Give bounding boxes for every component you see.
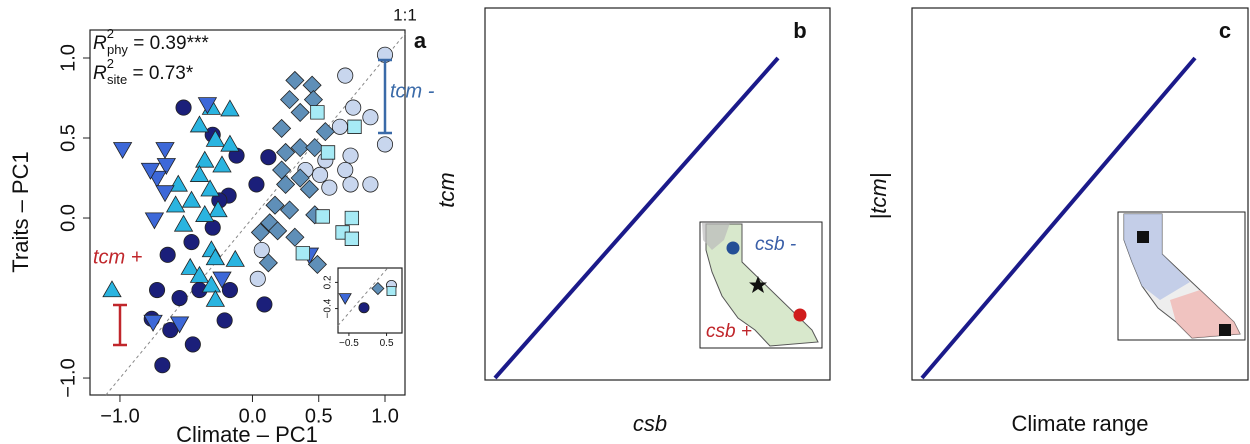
point (345, 211, 359, 225)
point (345, 232, 359, 246)
map-label: csb + (706, 321, 752, 342)
point (377, 137, 392, 152)
x-tick-label: 0.5 (380, 338, 394, 349)
x-tick-label: 1.0 (371, 405, 399, 427)
point (160, 247, 175, 262)
point (172, 290, 187, 305)
point (348, 120, 362, 134)
map-point (1219, 324, 1231, 336)
panel-label: b (793, 18, 806, 43)
y-axis-label: tcm (434, 172, 459, 207)
r2-value: = 0.73* (127, 63, 194, 84)
point (363, 110, 378, 125)
r2-sub: site (107, 72, 127, 87)
point (363, 177, 378, 192)
y-tick-label: −0.4 (323, 298, 334, 318)
point (250, 271, 265, 286)
r2-sup: 2 (107, 56, 114, 71)
panel-c: c Climate range |tcm| (866, 8, 1248, 436)
point (343, 148, 358, 163)
point (311, 106, 325, 120)
figure: Climate – PC1 Traits – PC1 b csb tcm csb… (0, 0, 1250, 444)
point (338, 162, 353, 177)
point (257, 297, 272, 312)
y-tick-label: 0.5 (57, 124, 79, 152)
point (176, 100, 191, 115)
point (185, 337, 200, 352)
x-tick-label: 0.0 (239, 405, 267, 427)
panel-b: b csb tcm csb - csb + (434, 8, 830, 436)
r2-sub: phy (107, 42, 128, 57)
tcm-minus-label: tcm - (390, 80, 435, 102)
y-tick-label: −1.0 (57, 358, 79, 397)
point (338, 68, 353, 83)
panel-label: c (1219, 18, 1231, 43)
x-tick-label: −0.5 (339, 338, 359, 349)
point (149, 282, 164, 297)
y-axis-label: Traits – PC1 (8, 151, 33, 272)
x-tick-label: 0.5 (305, 405, 333, 427)
point (343, 177, 358, 192)
point (217, 313, 232, 328)
point (321, 146, 335, 160)
point (184, 234, 199, 249)
point (205, 220, 220, 235)
point (316, 210, 330, 224)
y-axis-label: |tcm| (866, 173, 891, 220)
point (346, 100, 361, 115)
x-tick-label: −1.0 (100, 405, 139, 427)
r2-value: = 0.39*** (128, 33, 209, 54)
point (322, 180, 337, 195)
point (296, 246, 310, 260)
point (332, 119, 347, 134)
y-tick-label: 0.0 (57, 204, 79, 232)
tcm-plus-label: tcm + (93, 246, 142, 268)
point (155, 358, 170, 373)
point (312, 167, 327, 182)
map-point (794, 309, 807, 322)
panel-label: a (414, 28, 427, 53)
reference-label: 1:1 (393, 5, 417, 24)
map-point (1137, 231, 1149, 243)
r2-symbol: R (93, 33, 107, 54)
r2-sup: 2 (107, 26, 114, 41)
map-label: csb - (755, 234, 796, 255)
map-point (727, 242, 740, 255)
point (359, 303, 369, 313)
point (261, 150, 276, 165)
point (222, 282, 237, 297)
point (249, 177, 264, 192)
x-axis-label: Climate range (1012, 411, 1149, 436)
x-axis-label: csb (633, 411, 667, 436)
point (387, 287, 396, 296)
y-tick-label: 0.2 (323, 275, 334, 289)
y-tick-label: 1.0 (57, 44, 79, 72)
r2-symbol: R (93, 63, 107, 84)
